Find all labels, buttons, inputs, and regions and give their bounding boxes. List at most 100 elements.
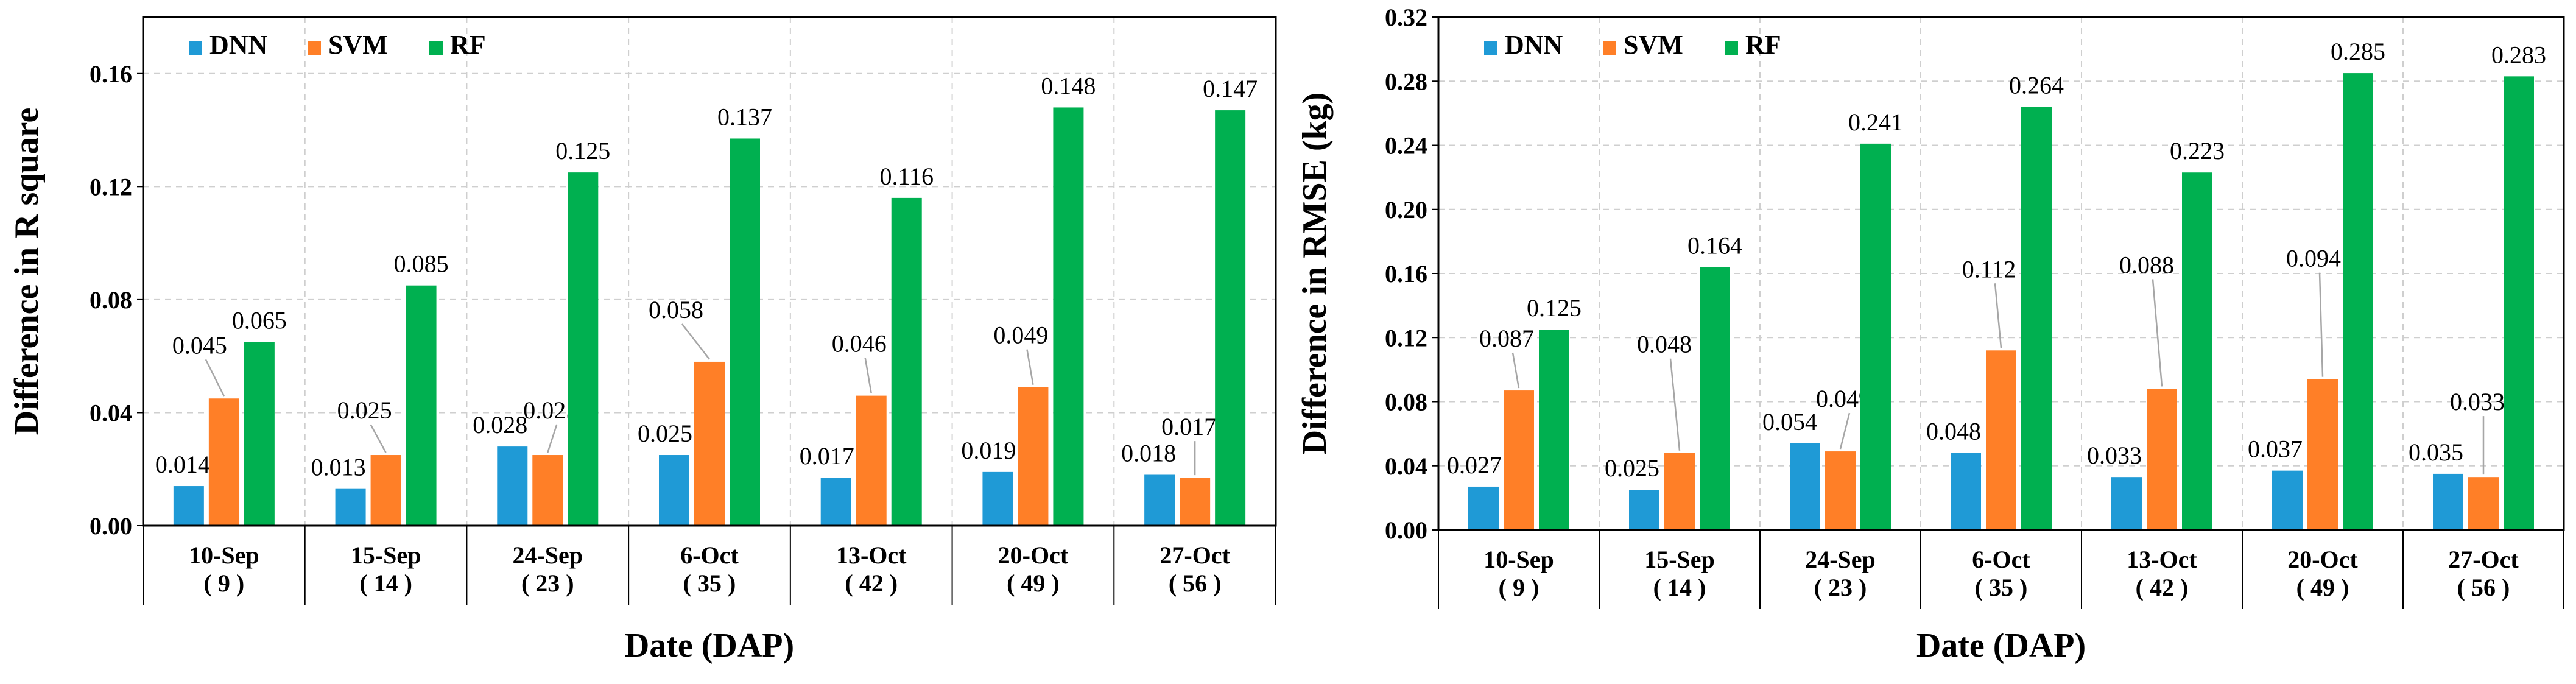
bar-dnn xyxy=(173,486,204,526)
bar-rf xyxy=(1860,143,1891,530)
x-tick-dap: ( 56 ) xyxy=(2457,574,2510,601)
x-tick-label: 6-Oct xyxy=(680,541,739,569)
y-tick-label: 0.08 xyxy=(1385,389,1427,416)
bar-svm xyxy=(2307,379,2338,530)
bar-svm xyxy=(1018,387,1049,526)
bar-svm xyxy=(694,361,725,526)
data-label-dnn: 0.013 xyxy=(311,454,366,481)
data-label-svm: 0.017 xyxy=(1161,413,1216,440)
legend-label-rf: RF xyxy=(450,30,486,60)
x-axis-title: Date (DAP) xyxy=(625,627,794,665)
bar-svm xyxy=(370,455,401,526)
x-tick-dap: ( 9 ) xyxy=(1499,574,1540,601)
data-label-leader xyxy=(1026,349,1034,385)
y-axis-title: Difference in RMSE (kg) xyxy=(1296,93,1334,455)
y-tick-label: 0.08 xyxy=(90,286,132,314)
data-label-dnn: 0.037 xyxy=(2248,435,2303,463)
bar-svm xyxy=(208,398,239,526)
data-label-rf: 0.125 xyxy=(555,137,610,164)
bar-rf xyxy=(2343,73,2373,530)
x-tick-label: 15-Sep xyxy=(1644,546,1715,573)
data-label-dnn: 0.019 xyxy=(961,437,1016,464)
data-label-rf: 0.085 xyxy=(394,250,449,278)
data-label-svm: 0.048 xyxy=(1637,331,1692,358)
legend-label-dnn: DNN xyxy=(209,30,268,60)
bar-rf xyxy=(568,172,599,526)
data-label-rf: 0.065 xyxy=(232,306,287,334)
x-tick-label: 10-Sep xyxy=(1483,546,1554,573)
y-tick-label: 0.28 xyxy=(1385,68,1427,95)
data-label-dnn: 0.018 xyxy=(1121,440,1176,467)
data-label-dnn: 0.017 xyxy=(800,442,854,470)
y-tick-label: 0.00 xyxy=(1385,517,1427,544)
data-label-leader xyxy=(1669,358,1681,451)
plot-frame xyxy=(142,16,1277,527)
bar-rf xyxy=(244,342,275,526)
x-tick-label: 10-Sep xyxy=(189,541,259,569)
bar-svm xyxy=(856,395,887,526)
bar-svm xyxy=(2147,389,2177,530)
data-label-rf: 0.264 xyxy=(2009,71,2064,99)
legend-swatch-dnn xyxy=(189,41,202,55)
x-tick-dap: ( 35 ) xyxy=(683,569,736,597)
data-label-dnn: 0.035 xyxy=(2409,439,2463,466)
bar-dnn xyxy=(1144,474,1175,526)
bar-dnn xyxy=(659,455,689,526)
data-label-dnn: 0.048 xyxy=(1926,418,1981,445)
x-tick-dap: ( 23 ) xyxy=(1814,574,1867,601)
data-label-dnn: 0.028 xyxy=(473,411,527,439)
x-tick-dap: ( 42 ) xyxy=(2136,574,2189,601)
bar-dnn xyxy=(982,471,1013,526)
data-label-leader xyxy=(2152,279,2163,387)
x-tick-label: 15-Sep xyxy=(351,541,421,569)
data-label-rf: 0.147 xyxy=(1203,75,1258,102)
data-label-rf: 0.285 xyxy=(2331,38,2385,65)
data-label-leader xyxy=(547,424,558,453)
legend-swatch-dnn xyxy=(1484,41,1497,55)
chart-rmse: 0.00 0.04 0.08 0.12 0.16 0.20 0.24 0.28 0.32 0.02… xyxy=(1296,4,2565,665)
x-tick-dap: ( 56 ) xyxy=(1169,569,1222,597)
legend-swatch-svm xyxy=(308,41,321,55)
y-tick-label: 0.20 xyxy=(1385,196,1427,224)
data-label-svm: 0.046 xyxy=(832,330,887,358)
data-label-svm: 0.087 xyxy=(1479,325,1534,352)
legend-label-dnn: DNN xyxy=(1505,30,1563,60)
bar-svm xyxy=(1664,453,1695,530)
bar-dnn xyxy=(1468,486,1499,530)
x-tick-dap: ( 49 ) xyxy=(2296,574,2349,601)
y-tick-label: 0.12 xyxy=(90,173,132,200)
x-tick-dap: ( 49 ) xyxy=(1007,569,1060,597)
x-tick-label: 6-Oct xyxy=(1972,546,2030,573)
data-label-leader xyxy=(1839,412,1851,450)
data-label-leader xyxy=(1994,283,2002,348)
bar-dnn xyxy=(2272,470,2303,530)
bar-dnn xyxy=(820,478,851,526)
y-tick-label: 0.04 xyxy=(90,399,132,426)
y-tick-label: 0.04 xyxy=(1385,453,1427,480)
x-tick-dap: ( 14 ) xyxy=(1653,574,1706,601)
data-label-svm: 0.049 xyxy=(993,322,1048,349)
legend-swatch-rf xyxy=(1725,41,1738,55)
data-label-rf: 0.283 xyxy=(2491,41,2546,68)
bar-dnn xyxy=(1951,453,1981,530)
bar-svm xyxy=(1825,451,1856,530)
bar-rf xyxy=(891,197,922,526)
bar-rf xyxy=(1700,267,1730,530)
data-label-leader xyxy=(2318,272,2324,377)
x-tick-label: 13-Oct xyxy=(2127,546,2197,573)
bar-rf xyxy=(2182,172,2212,530)
data-label-svm: 0.025 xyxy=(337,397,392,424)
bar-dnn xyxy=(1629,490,1659,530)
bar-svm xyxy=(1504,390,1534,530)
bar-rf xyxy=(2504,76,2534,530)
data-label-leader xyxy=(205,359,225,397)
data-label-leader xyxy=(681,323,710,360)
legend-label-rf: RF xyxy=(1745,30,1781,60)
bar-dnn xyxy=(2433,473,2463,530)
legend-swatch-svm xyxy=(1603,41,1616,55)
y-tick-label: 0.16 xyxy=(1385,260,1427,287)
x-tick-dap: ( 42 ) xyxy=(845,569,898,597)
x-tick-label: 24-Sep xyxy=(1805,546,1876,573)
y-tick-label: 0.32 xyxy=(1385,4,1427,31)
